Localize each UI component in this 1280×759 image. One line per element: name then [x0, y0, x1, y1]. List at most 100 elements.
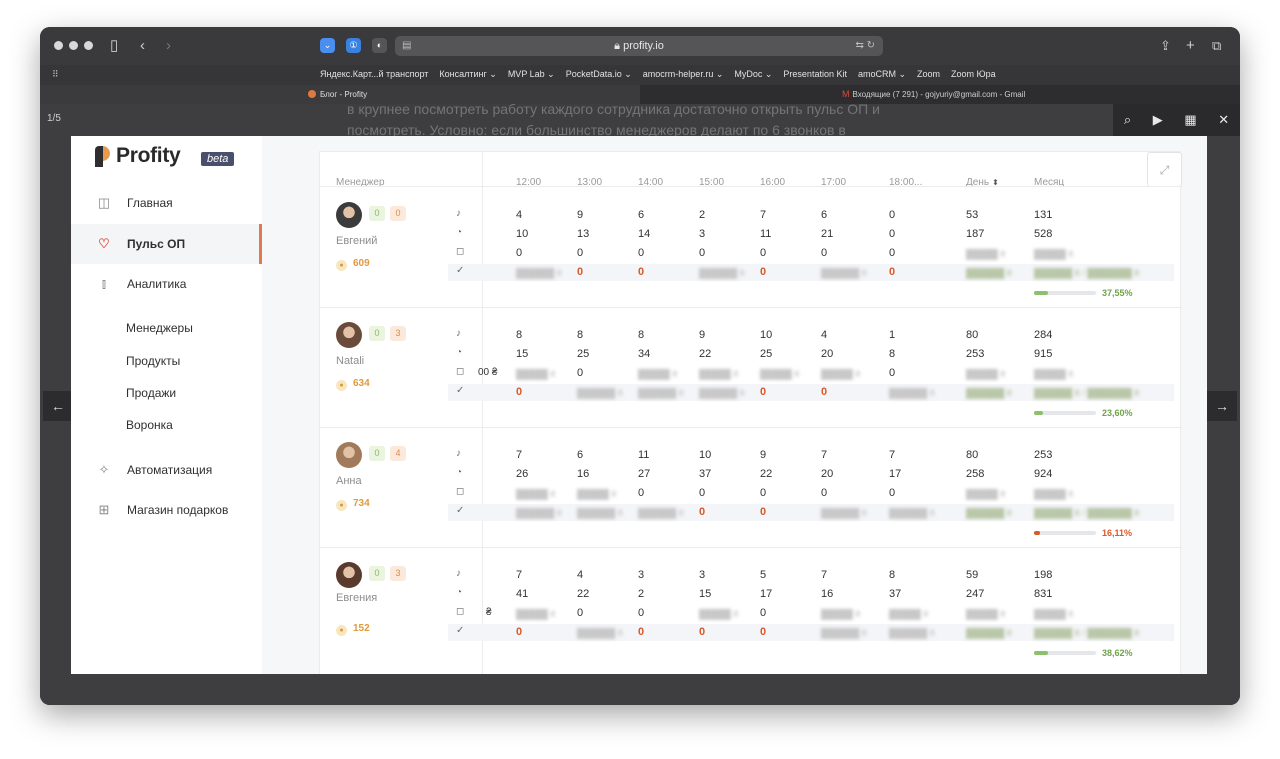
phone-icon: ♪ — [456, 328, 461, 339]
tab-profity[interactable]: Блог - Profity — [40, 85, 640, 104]
calls-value: 5 — [760, 569, 767, 581]
grid-icon[interactable]: ⠿ — [52, 69, 59, 79]
header-hour: 18:00... — [889, 177, 923, 188]
bookmark-item[interactable]: MVP Lab ⌄ — [507, 69, 555, 79]
logo[interactable]: Profity — [95, 144, 181, 168]
sidebar-toggle-icon[interactable]: ▯ — [110, 37, 119, 54]
back-icon[interactable]: ‹ — [140, 37, 145, 54]
done-value: 0 — [889, 266, 896, 278]
calls-value: 53 — [966, 209, 979, 221]
blurred-amount: █████ ₴ — [577, 489, 617, 499]
header-hour: 13:00 — [577, 177, 603, 188]
subnav-sales[interactable]: Продажи — [126, 386, 177, 400]
new-tab-icon[interactable]: + — [1186, 37, 1195, 54]
blurred-amount: ██████ ₴ — [821, 268, 867, 278]
calls-value: 131 — [1034, 209, 1053, 221]
blurred-amount: █████ ₴ — [966, 369, 1006, 379]
nav-item-analytics[interactable]: ⫾ Аналитика — [71, 264, 262, 304]
done-value: 0 — [760, 626, 767, 638]
bookmark-item[interactable]: Консалтинг ⌄ — [439, 69, 497, 79]
orange-badge: 4 — [390, 446, 406, 461]
reload-icon[interactable]: ⇆ ↻ — [855, 40, 875, 51]
grid-view-icon[interactable]: ▦ — [1184, 112, 1197, 127]
avatar[interactable] — [336, 202, 362, 228]
blurred-amount: █████ ₴ — [516, 489, 556, 499]
bookmark-item[interactable]: PocketData.io ⌄ — [565, 69, 632, 79]
bookmark-item[interactable]: amocrm-helper.ru ⌄ — [642, 69, 724, 79]
blurred-amount: ██████ ₴ — [516, 508, 562, 518]
timer-icon: ◔ — [456, 587, 463, 598]
header-hour: 12:00 — [516, 177, 542, 188]
nav-item-gift-shop[interactable]: ⊞ Магазин подарков — [71, 490, 262, 530]
blurred-amount: ██████ ₴ — [699, 268, 745, 278]
blurred-amount: █████ ₴ — [1034, 369, 1074, 379]
blurred-amount: ██████ ₴ — [889, 628, 935, 638]
next-arrow-icon[interactable]: → — [1207, 391, 1237, 421]
nav-item-pulse[interactable]: ♡ Пульс ОП — [71, 224, 262, 264]
minimize-dot[interactable] — [69, 41, 78, 50]
green-badge: 0 — [369, 326, 385, 341]
avatar[interactable] — [336, 322, 362, 348]
share-icon[interactable]: ⇪ — [1160, 38, 1171, 53]
done-value: 0 — [638, 266, 645, 278]
table-row[interactable]: 0 3 Евгения ● 152 ♪ ◔ ◻ ✓ 7 4 3 3 5 7 8 59 198 41 22 2 15 17 16… — [320, 547, 1182, 667]
forward-icon[interactable]: › — [166, 37, 171, 54]
nav-item-home[interactable]: ◫ Главная — [71, 183, 262, 223]
header-day-label: День — [966, 177, 990, 188]
tab-gmail[interactable]: M Входящие (7 291) - gojyuriy@gmail.com -… — [640, 85, 1240, 104]
progress-fill — [1034, 411, 1043, 415]
notes-value: 0 — [577, 247, 584, 259]
window-controls[interactable] — [54, 41, 93, 50]
pocket-ext-icon[interactable]: ⌄ — [320, 38, 335, 53]
minutes-value: 247 — [966, 588, 985, 600]
tabs-overview-icon[interactable]: ⧉ — [1212, 38, 1222, 53]
minutes-value: 831 — [1034, 588, 1053, 600]
privacy-ext-icon[interactable]: ◐ — [372, 38, 387, 53]
calls-value: 7 — [821, 449, 828, 461]
address-bar[interactable]: ▤ 🔒︎ profity.io ⇆ ↻ — [395, 36, 883, 56]
done-value: 0 — [760, 266, 767, 278]
blurred-amount: ██████ ₴ — [821, 508, 867, 518]
nav-item-automation[interactable]: ✧ Автоматизация — [71, 450, 262, 490]
tab-title: Блог - Profity — [320, 90, 368, 99]
subnav-funnel[interactable]: Воронка — [126, 418, 173, 432]
done-value: 0 — [760, 386, 767, 398]
nav-label: Аналитика — [127, 277, 187, 291]
avatar[interactable] — [336, 562, 362, 588]
notes-value: 0 — [760, 607, 767, 619]
blurred-amount: ██████ ₴ — [638, 388, 684, 398]
table-row[interactable]: 0 3 Natali ● 634 ♪ ◔ ◻ ✓ 8 8 8 9 10 4 1 80 284 15 25 34 22 25 2… — [320, 307, 1182, 428]
nav-label: Автоматизация — [127, 463, 213, 477]
minutes-value: 915 — [1034, 348, 1053, 360]
gmail-favicon-icon: M — [842, 89, 850, 99]
image-viewer: в крупнее посмотреть работу каждого сотр… — [40, 101, 1240, 705]
blurred-amount: ██████ ₴ — [966, 268, 1012, 278]
bookmark-item[interactable]: Яндекс.Карт...й транспорт — [320, 69, 429, 79]
bookmark-item[interactable]: MyDoc ⌄ — [734, 69, 773, 79]
green-badge: 0 — [369, 566, 385, 581]
subnav-managers[interactable]: Менеджеры — [126, 321, 193, 335]
bookmark-item[interactable]: Zoom — [917, 69, 941, 79]
notes-value: 0 — [821, 487, 828, 499]
table-row[interactable]: 0 0 Евгений ● 609 ♪ ◔ ◻ ✓ 4 9 6 2 7 6 0 53 131 10 13 14 3 11 21… — [320, 187, 1182, 308]
zoom-dot[interactable] — [84, 41, 93, 50]
close-icon[interactable]: ✕ — [1218, 112, 1230, 127]
blurred-amount: ██████ ₴ — [638, 508, 684, 518]
coins: ● 734 — [336, 498, 370, 511]
expand-icon[interactable]: ⤢ — [1147, 152, 1182, 187]
table-row[interactable]: 0 4 Анна ● 734 ♪ ◔ ◻ ✓ 7 6 11 10 9 7 7 80 253 26 16 27 37 22 20… — [320, 427, 1182, 548]
heart-pulse-icon: ♡ — [98, 236, 110, 251]
search-icon[interactable]: ⌕ — [1123, 112, 1132, 127]
subnav-products[interactable]: Продукты — [126, 354, 181, 368]
close-dot[interactable] — [54, 41, 63, 50]
onepassword-ext-icon[interactable]: ① — [346, 38, 361, 53]
bookmark-item[interactable]: amoCRM ⌄ — [857, 69, 907, 79]
play-icon[interactable]: ▶ — [1152, 112, 1163, 127]
bookmark-item[interactable]: Presentation Kit — [783, 69, 847, 79]
reader-icon[interactable]: ▤ — [402, 40, 412, 51]
prev-arrow-icon[interactable]: ← — [43, 391, 73, 421]
header-day[interactable]: День ⬍ — [966, 177, 999, 188]
highlight-strip — [448, 384, 1174, 401]
avatar[interactable] — [336, 442, 362, 468]
bookmark-item[interactable]: Zoom Юра — [951, 69, 996, 79]
